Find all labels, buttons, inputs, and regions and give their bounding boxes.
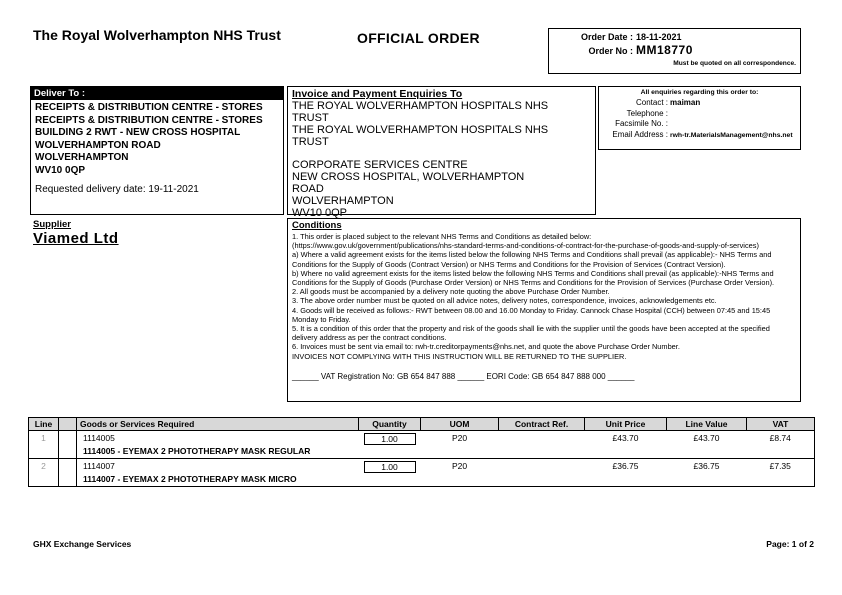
item-code: 1114005 — [83, 433, 115, 443]
enquiries-row: Email Address : rwh-tr.MaterialsManageme… — [602, 130, 797, 142]
deliver-address-line: WV10 0QP — [35, 164, 86, 176]
deliver-address-line: WOLVERHAMPTON ROAD — [35, 139, 161, 151]
footer-service-name: GHX Exchange Services — [33, 539, 132, 549]
deliver-to-box: Deliver To : RECEIPTS & DISTRIBUTION CEN… — [30, 86, 284, 215]
enquiries-row-value: rwh-tr.MaterialsManagement@nhs.net — [670, 131, 793, 139]
order-note: Must be quoted on all correspondence. — [673, 60, 796, 67]
invoice-enquiries-box: Invoice and Payment Enquiries To THE ROY… — [287, 86, 596, 219]
deliver-to-address: RECEIPTS & DISTRIBUTION CENTRE - STORES R… — [31, 100, 283, 177]
item-vat: £8.74 — [746, 430, 815, 459]
item-gap-cell — [58, 458, 77, 487]
table-row: 1 1114005 1114005 - EYEMAX 2 PHOTOTHERAP… — [28, 430, 815, 459]
item-line-value: £43.70 — [666, 430, 747, 459]
item-uom: P20 — [420, 458, 499, 487]
invoice-address-line: NEW CROSS HOSPITAL, WOLVERHAMPTON ROAD — [292, 171, 525, 195]
invoice-enquiries-title: Invoice and Payment Enquiries To — [292, 88, 463, 100]
enquiries-contact-box: All enquiries regarding this order to: C… — [598, 86, 801, 150]
enquiries-row-label: Telephone : — [626, 108, 668, 118]
item-quantity-cell: 1.00 — [358, 458, 421, 487]
item-contract-ref — [498, 430, 585, 459]
deliver-address-line: WOLVERHAMPTON — [35, 152, 129, 163]
col-header-goods: Goods or Services Required — [76, 417, 359, 431]
item-line-value: £36.75 — [666, 458, 747, 487]
condition-line: 1. This order is placed subject to the r… — [292, 232, 592, 241]
condition-line: 6. Invoices must be sent via email to: r… — [292, 342, 680, 352]
condition-line: 4. Goods will be received as follows:- R… — [292, 305, 771, 324]
condition-line: 5. It is a condition of this order that … — [292, 324, 770, 343]
conditions-box: Conditions 1. This order is placed subje… — [287, 218, 801, 402]
deliver-address-line: RECEIPTS & DISTRIBUTION CENTRE - STORES — [35, 102, 263, 113]
col-header-unit-price: Unit Price — [584, 417, 667, 431]
item-quantity-cell: 1.00 — [358, 430, 421, 459]
enquiries-title: All enquiries regarding this order to: — [640, 89, 759, 96]
vat-registration-line: ______ VAT Registration No: GB 654 847 8… — [292, 371, 635, 381]
invoice-address-line: WV10 0QP — [292, 207, 348, 219]
invoice-address: THE ROYAL WOLVERHAMPTON HOSPITALS NHS TR… — [292, 100, 554, 219]
condition-line: b) Where no valid agreement exists for t… — [292, 268, 775, 288]
col-header-blank — [58, 417, 77, 431]
item-gap-cell — [58, 430, 77, 459]
document-title: OFFICIAL ORDER — [357, 30, 480, 46]
order-date-label: Order Date : — [580, 32, 633, 42]
order-no-row: Order No : MM18770 — [553, 43, 796, 57]
order-date-row: Order Date : 18-11-2021 — [553, 32, 796, 42]
items-table-body: 1 1114005 1114005 - EYEMAX 2 PHOTOTHERAP… — [28, 430, 815, 487]
deliver-address-line: RECEIPTS & DISTRIBUTION CENTRE - STORES — [35, 114, 263, 126]
enquiries-row: Facsimile No. : — [602, 119, 797, 130]
enquiries-row-value: maiman — [670, 98, 701, 107]
condition-line: (https://www.gov.uk/government/publicati… — [292, 241, 759, 251]
item-description: 1114007 - EYEMAX 2 PHOTOTHERAPY MASK MIC… — [83, 474, 297, 484]
enquiries-row-label: Contact : — [635, 98, 668, 107]
item-line-number: 2 — [28, 458, 59, 487]
conditions-text: 1. This order is placed subject to the r… — [292, 232, 796, 361]
enquiries-rows: Contact : maiman Telephone : Facsimile N… — [602, 98, 797, 141]
footer-page-number: Page: 1 of 2 — [766, 539, 814, 549]
deliver-to-title: Deliver To : — [31, 87, 283, 100]
invoice-address-line: WOLVERHAMPTON — [292, 195, 394, 207]
invoice-address-line: THE ROYAL WOLVERHAMPTON HOSPITALS NHS TR… — [292, 124, 549, 148]
item-quantity-box: 1.00 — [363, 461, 416, 473]
item-unit-price: £43.70 — [584, 430, 667, 459]
item-line-number: 1 — [28, 430, 59, 459]
org-title: The Royal Wolverhampton NHS Trust — [33, 27, 281, 43]
item-contract-ref — [498, 458, 585, 487]
item-vat: £7.35 — [746, 458, 815, 487]
deliver-address-line: BUILDING 2 RWT - NEW CROSS HOSPITAL — [35, 127, 241, 138]
order-info-box: Order Date : 18-11-2021 Order No : MM187… — [548, 28, 801, 74]
enquiries-row-label: Facsimile No. : — [615, 119, 668, 128]
item-description: 1114005 - EYEMAX 2 PHOTOTHERAPY MASK REG… — [83, 446, 311, 456]
item-goods-cell: 1114007 1114007 - EYEMAX 2 PHOTOTHERAPY … — [76, 458, 359, 487]
item-unit-price: £36.75 — [584, 458, 667, 487]
order-no-label: Order No : — [588, 46, 633, 56]
order-no-value: MM18770 — [636, 43, 693, 57]
condition-line: 3. The above order number must be quoted… — [292, 296, 717, 306]
items-table-header-row: Line Goods or Services Required Quantity… — [28, 417, 815, 431]
item-quantity-box: 1.00 — [363, 433, 416, 445]
invoice-address-line: THE ROYAL WOLVERHAMPTON HOSPITALS NHS TR… — [292, 100, 549, 124]
order-date-value: 18-11-2021 — [636, 32, 682, 42]
item-code: 1114007 — [83, 461, 115, 471]
invoice-address-line: CORPORATE SERVICES CENTRE — [292, 159, 468, 171]
col-header-line: Line — [28, 417, 59, 431]
conditions-title: Conditions — [292, 220, 342, 231]
invoice-address-line — [292, 148, 554, 159]
enquiries-row-label: Email Address : — [612, 129, 668, 139]
condition-line: a) Where a valid agreement exists for th… — [292, 250, 772, 269]
item-goods-cell: 1114005 1114005 - EYEMAX 2 PHOTOTHERAPY … — [76, 430, 359, 459]
condition-line: 2. All goods must be accompanied by a de… — [292, 287, 610, 297]
col-header-vat: VAT — [746, 417, 815, 431]
enquiries-row: Telephone : — [602, 109, 797, 120]
supplier-label: Supplier — [33, 219, 72, 230]
enquiries-row: Contact : maiman — [602, 98, 797, 109]
col-header-uom: UOM — [420, 417, 499, 431]
supplier-name: Viamed Ltd — [33, 230, 119, 247]
requested-delivery-date: Requested delivery date: 19-11-2021 — [35, 184, 199, 195]
col-header-line-value: Line Value — [666, 417, 747, 431]
items-table: Line Goods or Services Required Quantity… — [28, 417, 815, 487]
col-header-contract-ref: Contract Ref. — [498, 417, 585, 431]
table-row: 2 1114007 1114007 - EYEMAX 2 PHOTOTHERAP… — [28, 458, 815, 487]
condition-line: INVOICES NOT COMPLYING WITH THIS INSTRUC… — [292, 351, 627, 361]
item-uom: P20 — [420, 430, 499, 459]
col-header-quantity: Quantity — [358, 417, 421, 431]
